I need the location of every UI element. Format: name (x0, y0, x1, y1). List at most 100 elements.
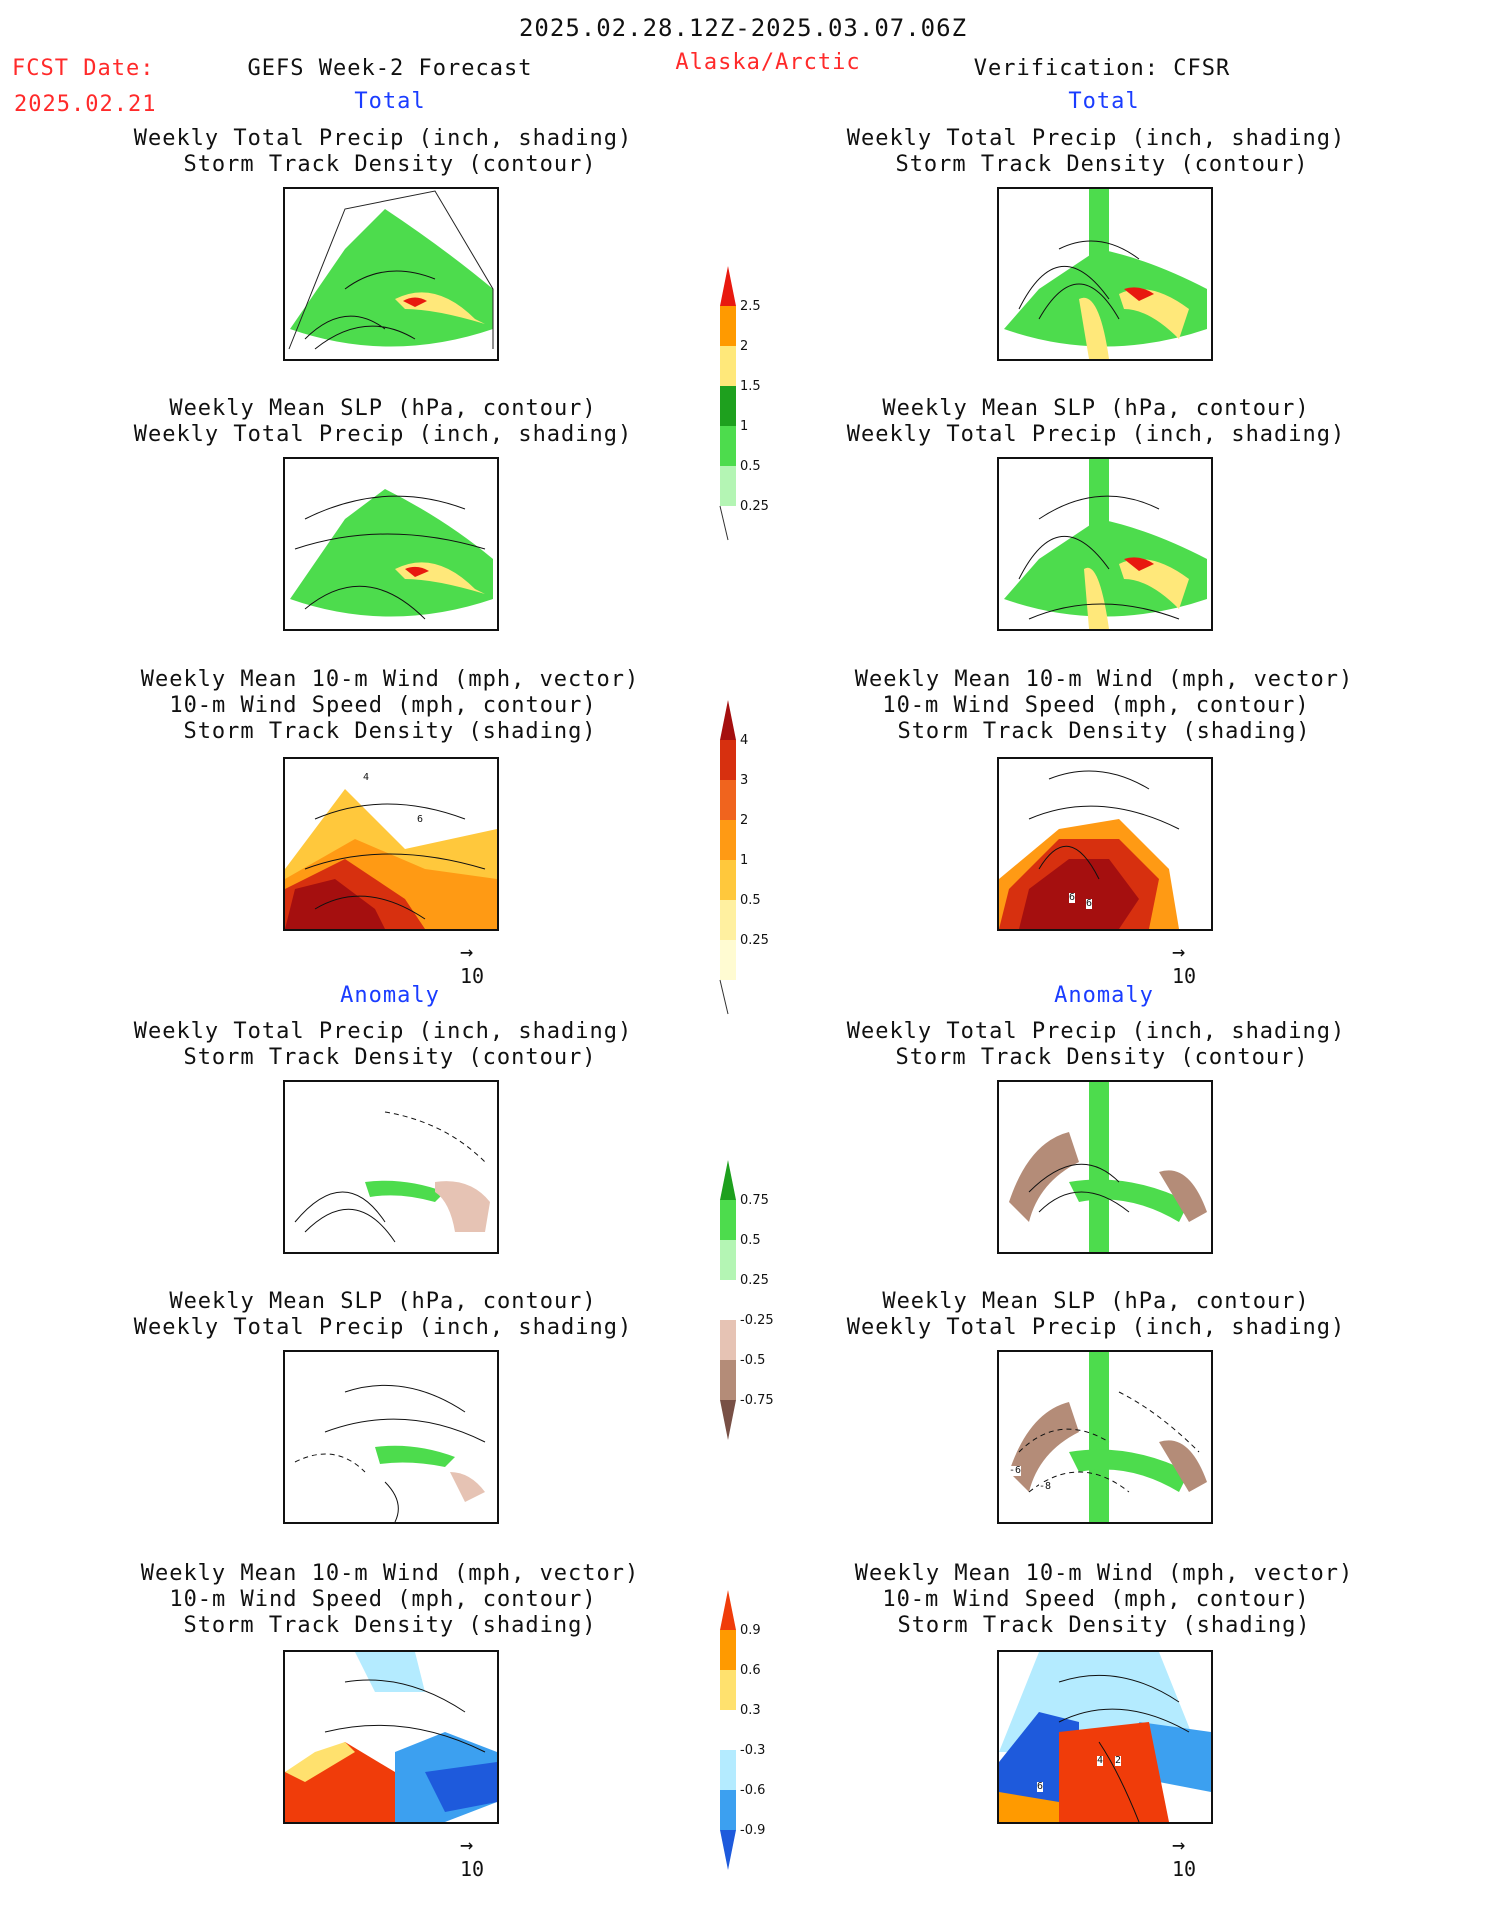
colorbar-tick-label: -0.25 (740, 1313, 774, 1328)
panel-title-line: Weekly Total Precip (inch, shading) (133, 126, 633, 151)
colorbar-tick-label: 2 (740, 339, 749, 354)
colorbar-tick-label: 0.5 (740, 459, 761, 474)
colorbar-tick-label: -0.3 (740, 1743, 766, 1758)
panel-title-line: Weekly Total Precip (inch, shading) (133, 422, 633, 447)
colorbar-tick-label: 1 (740, 853, 749, 868)
colorbar-swatch (720, 426, 736, 466)
colorbar-graphic (719, 266, 736, 541)
colorbar-swatch (720, 266, 736, 306)
panel-title-line: Storm Track Density (contour) (183, 1045, 597, 1070)
colorbar-swatch (720, 1360, 736, 1400)
colorbar-swatch (720, 860, 736, 900)
map-panel-anom-precip-track-verif (997, 1080, 1213, 1254)
panel-title-line: Weekly Total Precip (inch, shading) (133, 1315, 633, 1340)
map-panel-total-wind-track-verif: 6 6 (997, 757, 1213, 931)
arrow-right-icon: → (1172, 1833, 1186, 1858)
colorbar-graphic (720, 1160, 736, 1440)
colorbar-swatch (720, 346, 736, 386)
arrow-right-icon: → (460, 940, 474, 965)
panel-title-line: Weekly Mean 10-m Wind (mph, vector) (854, 667, 1354, 692)
panel-title-line: Weekly Total Precip (inch, shading) (133, 1019, 633, 1044)
colorbar-tick-label: 0.5 (740, 893, 761, 908)
colorbar-tick-label: 0.3 (740, 1703, 761, 1718)
colorbar-tail (719, 979, 729, 1015)
panel-title-line: Storm Track Density (contour) (895, 152, 1309, 177)
colorbar-swatch (720, 1590, 736, 1630)
panel-title-line: Weekly Total Precip (inch, shading) (846, 422, 1346, 447)
region-title: Alaska/Arctic (675, 50, 861, 75)
panel-title-line: Weekly Mean 10-m Wind (mph, vector) (140, 667, 640, 692)
colorbar-tick-label: -0.75 (740, 1393, 774, 1408)
map-panel-total-precip-track-verif (997, 187, 1213, 361)
colorbar-graphic (720, 1590, 736, 1870)
colorbar-tick-label: -0.9 (740, 1823, 766, 1838)
colorbar-tick-label: 1.5 (740, 379, 761, 394)
colorbar-swatch (720, 1280, 736, 1320)
map-panel-anom-precip-track-forecast (283, 1080, 499, 1254)
colorbar-swatch (720, 1830, 736, 1870)
vector-key-anom-right: → 10 (1172, 1833, 1197, 1882)
panel-title-line: 10-m Wind Speed (mph, contour) (169, 693, 597, 718)
map-panel-total-slp-precip-verif (997, 457, 1213, 631)
map-panel-anom-slp-precip-forecast (283, 1350, 499, 1524)
colorbar-swatch (720, 1200, 736, 1240)
contour-label: -8 (1039, 1481, 1052, 1492)
arrow-right-icon: → (1172, 940, 1186, 965)
colorbar-swatch (720, 780, 736, 820)
colorbar-tick-label: 0.6 (740, 1663, 761, 1678)
colorbar-tick-label: 4 (740, 733, 749, 748)
vector-key-total-right: → 10 (1172, 940, 1197, 989)
colorbar-swatch (720, 1240, 736, 1280)
panel-title-line: Weekly Total Precip (inch, shading) (846, 126, 1346, 151)
contour-label: 6 (1086, 898, 1093, 909)
section-anomaly-left: Anomaly (340, 983, 440, 1008)
colorbar-tick-label: 0.5 (740, 1233, 761, 1248)
panel-title-line: Weekly Mean 10-m Wind (mph, vector) (140, 1561, 640, 1586)
colorbar-swatch (720, 900, 736, 940)
colorbar-tail (719, 505, 729, 541)
colorbar-swatch (720, 1670, 736, 1710)
panel-title-line: Weekly Mean 10-m Wind (mph, vector) (854, 1561, 1354, 1586)
panel-title-line: Storm Track Density (contour) (895, 1045, 1309, 1070)
colorbar-swatch (720, 820, 736, 860)
contour-label: 6 (417, 814, 424, 825)
colorbar-graphic (719, 700, 736, 1015)
contour-label: 2 (1115, 1755, 1122, 1766)
vector-key-total-left: → 10 (460, 940, 485, 989)
section-total-right: Total (1068, 89, 1140, 114)
forecast-model-title: GEFS Week-2 Forecast (247, 56, 533, 81)
map-panel-anom-slp-precip-verif: -6 -8 (997, 1350, 1213, 1524)
colorbar-swatch (720, 1710, 736, 1750)
colorbar-tick-label: -0.5 (740, 1353, 766, 1368)
contour-label: 4 (363, 772, 370, 783)
panel-title-line: Storm Track Density (shading) (183, 719, 597, 744)
colorbar-tick-label: 0.9 (740, 1623, 761, 1638)
panel-title-line: Weekly Mean SLP (hPa, contour) (169, 396, 597, 421)
map-panel-anom-wind-track-verif: 4 2 6 (997, 1650, 1213, 1824)
colorbar-track-anom: 0.9 0.6 0.3 -0.3 -0.6 -0.9 (718, 1590, 838, 1880)
contour-label: 6 (1037, 1781, 1044, 1792)
arrow-right-icon: → (460, 1833, 474, 1858)
colorbar-swatch (720, 740, 736, 780)
contour-label: 6 (1069, 892, 1076, 903)
colorbar-swatch (720, 1160, 736, 1200)
colorbar-tick-label: -0.6 (740, 1783, 766, 1798)
map-panel-total-wind-track-forecast: 4 6 (283, 757, 499, 931)
colorbar-tick-label: 1 (740, 419, 749, 434)
section-total-left: Total (354, 89, 426, 114)
panel-title-line: Weekly Mean SLP (hPa, contour) (882, 396, 1310, 421)
map-panel-total-slp-precip-forecast (283, 457, 499, 631)
colorbar-track-total: 4 3 2 1 0.5 0.25 (718, 700, 838, 1015)
panel-title-line: Weekly Mean SLP (hPa, contour) (882, 1289, 1310, 1314)
fcst-date-label: FCST Date: (12, 56, 155, 81)
fcst-date-value: 2025.02.21 (14, 92, 157, 117)
date-range-title: 2025.02.28.12Z-2025.03.07.06Z (518, 14, 968, 42)
panel-title-line: Weekly Total Precip (inch, shading) (846, 1315, 1346, 1340)
panel-title-line: Storm Track Density (shading) (183, 1613, 597, 1638)
panel-title-line: 10-m Wind Speed (mph, contour) (169, 1587, 597, 1612)
panel-title-line: 10-m Wind Speed (mph, contour) (882, 1587, 1310, 1612)
colorbar-tick-label: 2 (740, 813, 749, 828)
colorbar-swatch (720, 466, 736, 506)
colorbar-swatch (720, 1750, 736, 1790)
panel-title-line: Weekly Mean SLP (hPa, contour) (169, 1289, 597, 1314)
